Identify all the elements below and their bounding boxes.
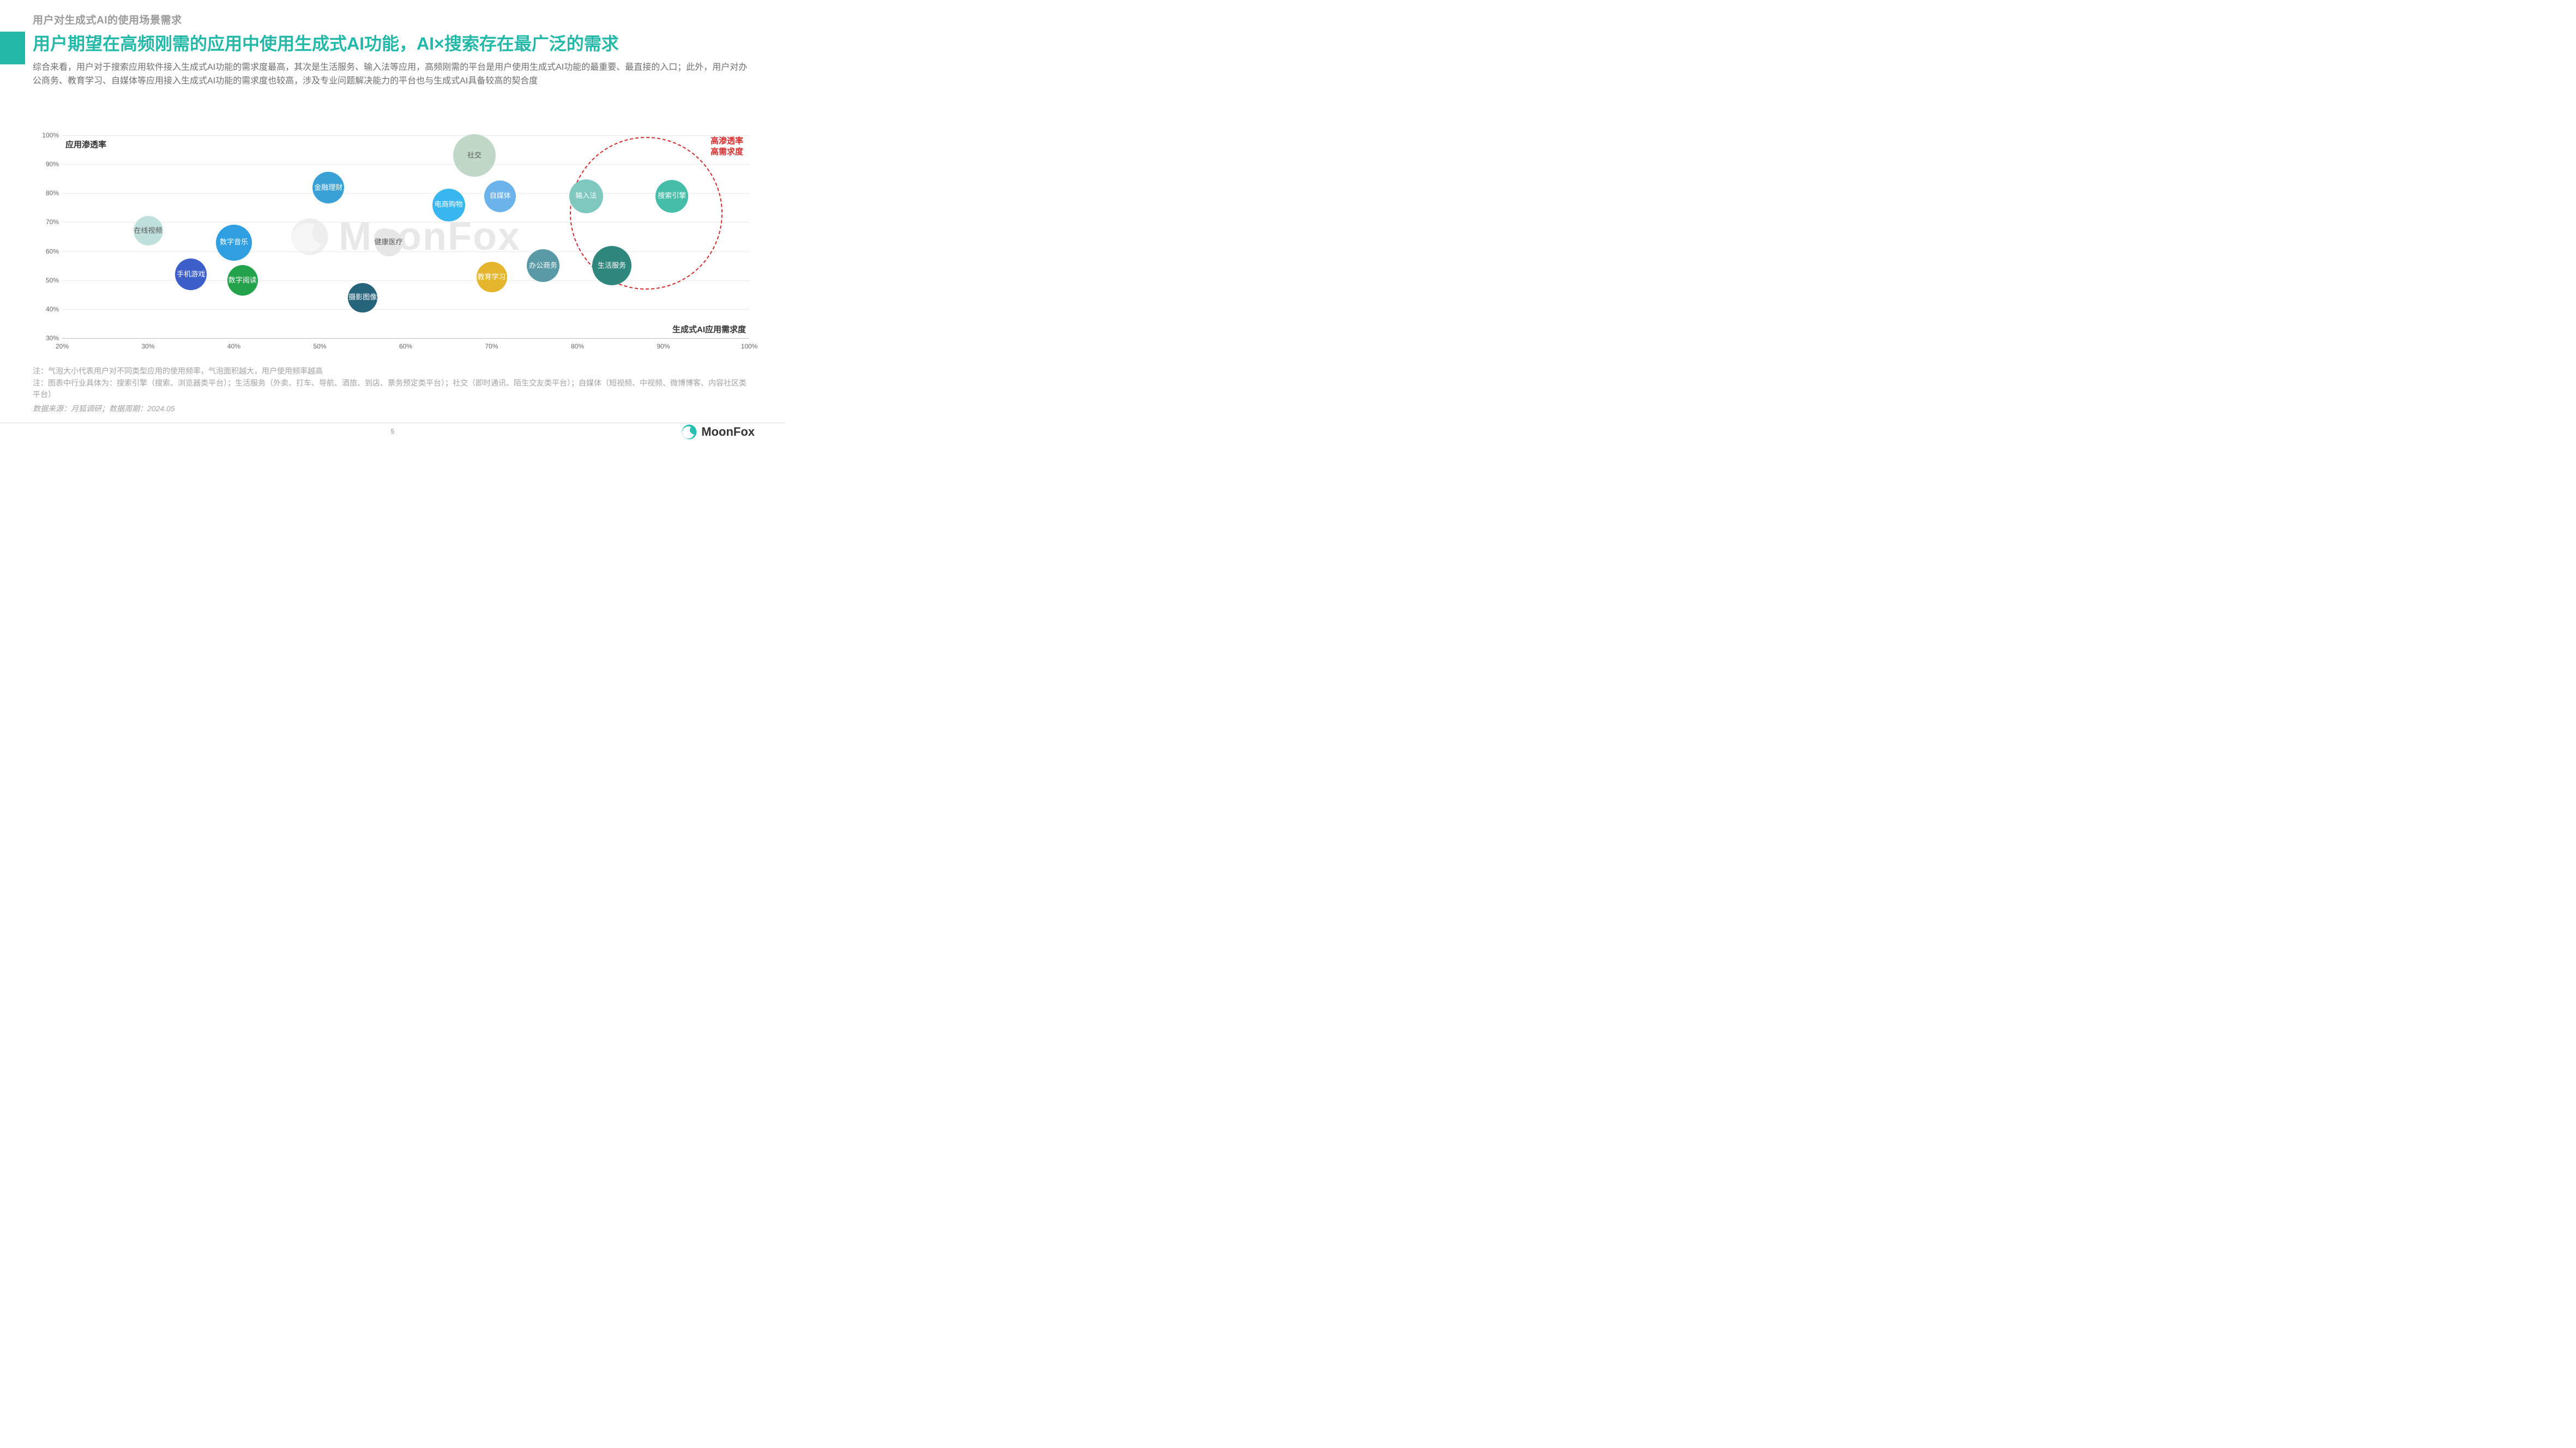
bubble: 输入法 [569, 179, 603, 213]
y-tick-label: 90% [40, 160, 59, 168]
x-tick-label: 20% [56, 343, 69, 350]
bubble-label: 数字阅读 [228, 277, 257, 284]
x-tick-label: 30% [141, 343, 154, 350]
bubble-label: 电商购物 [435, 201, 463, 208]
data-source: 数据来源：月狐调研；数据周期：2024.05 [33, 403, 753, 415]
watermark-text: MoonFox [339, 214, 521, 259]
bubble-chart: MoonFox 应用渗透率 生成式AI应用需求度 30% 40% 50% 60% 70%… [40, 135, 749, 353]
bubble: 摄影图像 [348, 283, 377, 313]
brand-name: MoonFox [701, 425, 755, 439]
bubble: 搜索引擎 [655, 180, 688, 213]
x-tick-label: 60% [399, 343, 412, 350]
x-tick-label: 50% [313, 343, 326, 350]
bubble-label: 金融理财 [314, 184, 342, 191]
y-tick-label: 50% [40, 277, 59, 284]
page-title: 用户期望在高频刚需的应用中使用生成式AI功能，AI×搜索存在最广泛的需求 [33, 32, 753, 56]
gridline [62, 135, 749, 136]
bubble-label: 数字音乐 [220, 238, 248, 246]
chart-notes: 注：气泡大小代表用户对不同类型应用的使用频率，气泡面积越大，用户使用频率越高 注… [33, 365, 753, 415]
bubble: 金融理财 [312, 172, 344, 203]
bubble-label: 教育学习 [477, 273, 505, 281]
page-number: 5 [391, 428, 395, 435]
y-tick-label: 100% [40, 131, 59, 139]
kicker: 用户对生成式AI的使用场景需求 [33, 12, 753, 27]
bubble: 社交 [453, 134, 496, 177]
bubble-label: 在线视频 [134, 227, 162, 235]
x-tick-label: 80% [571, 343, 584, 350]
y-tick-label: 70% [40, 218, 59, 226]
bubble: 数字阅读 [227, 265, 258, 296]
note-2: 注：图表中行业具体为：搜索引擎（搜索、浏览器类平台）；生活服务（外卖、打车、导航… [33, 377, 753, 401]
bubble: 健康医疗 [375, 229, 402, 256]
brand-logo: MoonFox [682, 424, 755, 440]
y-tick-label: 80% [40, 189, 59, 197]
bubble: 在线视频 [134, 216, 163, 245]
bubble-label: 自媒体 [490, 192, 511, 200]
x-tick-label: 40% [227, 343, 240, 350]
watermark: MoonFox [291, 214, 521, 259]
x-tick-label: 70% [485, 343, 498, 350]
accent-bar [0, 32, 25, 64]
gridline [62, 338, 749, 339]
bubble: 自媒体 [484, 181, 516, 212]
bubble-label: 摄影图像 [348, 293, 377, 301]
y-axis-title: 应用渗透率 [65, 139, 106, 150]
y-tick-label: 40% [40, 305, 59, 313]
plot-area: MoonFox 应用渗透率 生成式AI应用需求度 30%40%50%60%70%… [62, 135, 749, 338]
bubble: 手机游戏 [175, 259, 207, 290]
gridline [62, 309, 749, 310]
moonfox-icon [682, 424, 697, 440]
y-tick-label: 60% [40, 248, 59, 255]
y-tick-label: 30% [40, 334, 59, 342]
bubble: 教育学习 [477, 262, 507, 292]
highlight-label: 高渗透率高需求度 [711, 136, 743, 157]
bubble: 办公商务 [527, 249, 559, 282]
bubble-label: 手机游戏 [177, 271, 205, 278]
x-tick-label: 90% [657, 343, 670, 350]
page-description: 综合来看，用户对于搜索应用软件接入生成式AI功能的需求度最高，其次是生活服务、输… [33, 61, 753, 88]
bubble: 生活服务 [592, 246, 631, 285]
header: 用户对生成式AI的使用场景需求 用户期望在高频刚需的应用中使用生成式AI功能，A… [33, 12, 753, 88]
x-axis-title: 生成式AI应用需求度 [672, 323, 746, 335]
bubble-label: 生活服务 [598, 262, 626, 269]
note-1: 注：气泡大小代表用户对不同类型应用的使用频率，气泡面积越大，用户使用频率越高 [33, 365, 753, 377]
bubble: 数字音乐 [216, 225, 252, 261]
bubble-label: 输入法 [575, 192, 597, 200]
bubble-label: 搜索引擎 [658, 192, 686, 200]
bubble-label: 社交 [467, 152, 482, 159]
bubble-label: 办公商务 [529, 262, 557, 269]
x-tick-label: 100% [741, 343, 758, 350]
bubble: 电商购物 [432, 189, 465, 221]
watermark-icon [291, 218, 329, 256]
bubble-label: 健康医疗 [375, 238, 403, 246]
